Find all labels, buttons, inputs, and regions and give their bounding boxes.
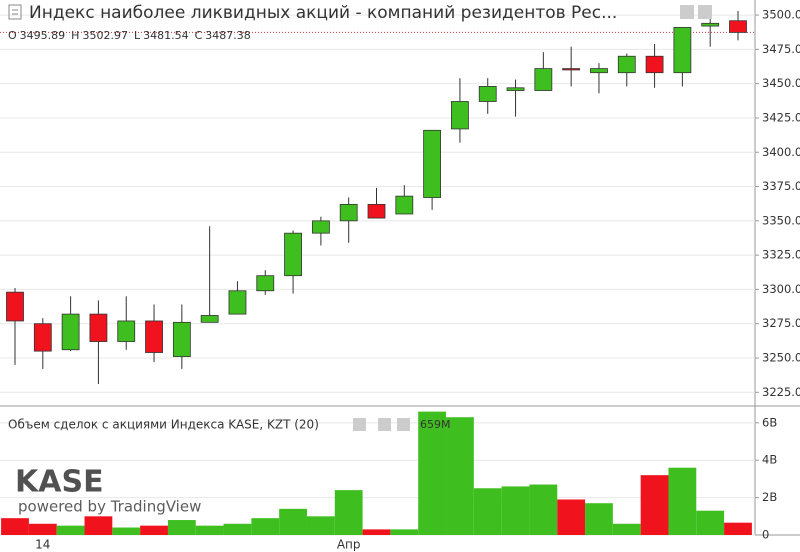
candle-body bbox=[228, 290, 247, 315]
volume-bar bbox=[195, 525, 224, 535]
volume-bar bbox=[529, 484, 558, 535]
y-tick-label: 3350.0 bbox=[762, 213, 800, 227]
y-tick-label: 3225.0 bbox=[762, 385, 800, 399]
powered-by: powered by TradingView bbox=[18, 498, 201, 516]
ohlc-key: H bbox=[71, 29, 79, 42]
volume-bar bbox=[28, 523, 57, 535]
volume-bar bbox=[140, 525, 168, 535]
volume-bar bbox=[167, 520, 196, 535]
volume-bar bbox=[418, 411, 447, 535]
candle-body bbox=[590, 68, 608, 74]
settings-icon[interactable] bbox=[680, 5, 694, 19]
ohlc-value: 3487.38 bbox=[205, 29, 251, 42]
candle-body bbox=[117, 320, 136, 342]
hide-icon[interactable] bbox=[378, 418, 391, 431]
candle-body bbox=[673, 27, 692, 74]
close-icon[interactable] bbox=[397, 418, 410, 431]
y-tick-label: 3300.0 bbox=[762, 282, 800, 296]
ohlc-value: 3502.97 bbox=[82, 29, 128, 42]
candle-body bbox=[6, 291, 24, 322]
y-tick-label: 3500.0 bbox=[762, 8, 800, 22]
y-tick-label: 3475.0 bbox=[762, 42, 800, 56]
y-tick-label: 0 bbox=[762, 528, 769, 542]
volume-bar bbox=[334, 490, 363, 535]
ohlc-key: O bbox=[8, 29, 17, 42]
x-tick-label: Апр bbox=[337, 538, 361, 552]
volume-bar bbox=[223, 523, 252, 535]
candle-body bbox=[395, 195, 414, 215]
volume-bar bbox=[56, 525, 85, 535]
candle-body bbox=[645, 55, 664, 74]
candle-body bbox=[172, 321, 191, 358]
candle-body bbox=[284, 232, 302, 277]
y-tick-label: 6B bbox=[762, 415, 777, 429]
volume-bar bbox=[612, 523, 641, 535]
y-tick-label: 3375.0 bbox=[762, 179, 800, 193]
volume-title: Объем сделок с акциями Индекса KASE, KZT… bbox=[8, 418, 319, 432]
settings-icon[interactable] bbox=[353, 418, 366, 431]
candle-body bbox=[256, 275, 275, 292]
ohlc-value: 3495.89 bbox=[20, 29, 66, 42]
volume-bar bbox=[446, 417, 474, 535]
candle-body bbox=[339, 203, 358, 222]
header: Индекс наиболее ликвидных акций - компан… bbox=[8, 3, 712, 432]
candle-body bbox=[367, 203, 386, 219]
volume-bar bbox=[585, 503, 613, 535]
candle-body bbox=[145, 320, 163, 353]
candle-body bbox=[534, 68, 553, 91]
candle-body bbox=[701, 22, 720, 27]
y-tick-label: 3250.0 bbox=[762, 350, 800, 364]
x-tick-label: 14 bbox=[35, 538, 50, 552]
volume-bar bbox=[112, 527, 141, 535]
volume-bar bbox=[668, 467, 697, 535]
volume-bar bbox=[84, 516, 113, 535]
volume-bar bbox=[306, 516, 335, 535]
candle-body bbox=[61, 313, 80, 351]
volume-bar bbox=[279, 508, 307, 535]
hide-icon[interactable] bbox=[698, 5, 712, 19]
volume-bar bbox=[362, 529, 391, 535]
y-tick-label: 3325.0 bbox=[762, 248, 800, 262]
candle-body bbox=[89, 313, 108, 342]
y-tick-label: 3275.0 bbox=[762, 316, 800, 330]
y-tick-label: 3450.0 bbox=[762, 76, 800, 90]
chart-title: Индекс наиболее ликвидных акций - компан… bbox=[29, 3, 617, 23]
logo: KASE bbox=[15, 465, 104, 500]
candle-body bbox=[423, 129, 442, 198]
volume-bar bbox=[557, 499, 586, 535]
volume-bar bbox=[1, 518, 29, 535]
candle-body bbox=[311, 220, 330, 234]
candle-body bbox=[478, 86, 497, 102]
volume-bar bbox=[724, 522, 752, 535]
volume-bar bbox=[501, 486, 530, 535]
collapse-icon[interactable] bbox=[8, 4, 22, 20]
volume-bar bbox=[640, 475, 669, 535]
candle-body bbox=[729, 20, 747, 33]
ohlc-value: 3481.54 bbox=[143, 29, 189, 42]
volume-bar bbox=[390, 529, 419, 535]
y-tick-label: 3425.0 bbox=[762, 110, 800, 124]
y-tick-label: 2B bbox=[762, 490, 777, 504]
value-label: 659M bbox=[420, 418, 451, 431]
candle-body bbox=[200, 315, 219, 323]
candle-body bbox=[451, 101, 469, 130]
y-tick-label: 3400.0 bbox=[762, 145, 800, 159]
candle-body bbox=[562, 68, 581, 71]
volume-bar bbox=[251, 518, 280, 535]
y-tick-label: 4B bbox=[762, 453, 777, 467]
volume-bar bbox=[473, 488, 502, 535]
ohlc-key: L bbox=[134, 29, 141, 42]
ohlc-key: C bbox=[195, 29, 203, 42]
candle-body bbox=[33, 323, 52, 352]
candle-body bbox=[506, 87, 525, 91]
volume-bar bbox=[696, 510, 725, 535]
candle-body bbox=[617, 55, 636, 74]
